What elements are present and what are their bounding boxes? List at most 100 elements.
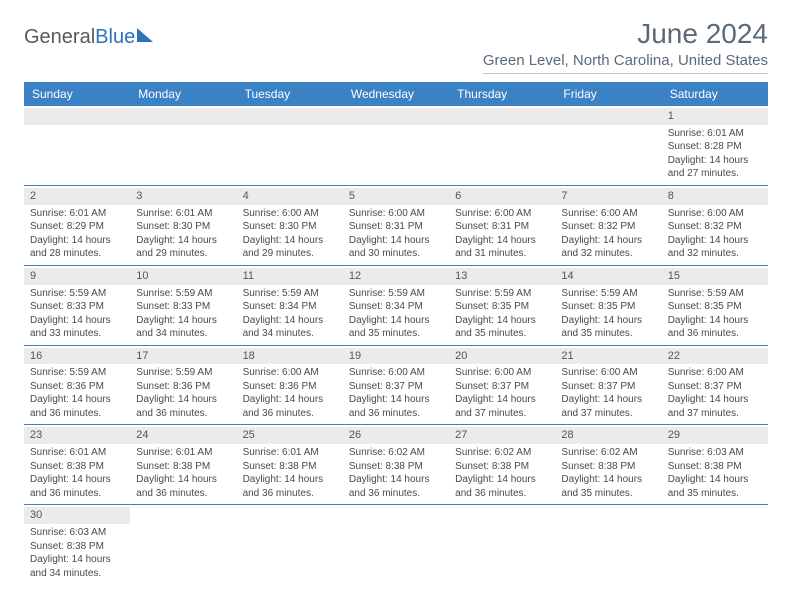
daylight-text-1: Daylight: 14 hours: [349, 234, 443, 248]
weekday-label: Tuesday: [237, 82, 343, 106]
day-cell: 21Sunrise: 6:00 AMSunset: 8:37 PMDayligh…: [555, 346, 661, 425]
daylight-text-1: Daylight: 14 hours: [30, 393, 124, 407]
sunset-text: Sunset: 8:34 PM: [243, 300, 337, 314]
daylight-text-1: Daylight: 14 hours: [668, 393, 762, 407]
daylight-text-1: Daylight: 14 hours: [455, 393, 549, 407]
daylight-text-2: and 36 minutes.: [243, 407, 337, 421]
day-number: 12: [343, 268, 449, 285]
weeks-container: 1Sunrise: 6:01 AMSunset: 8:28 PMDaylight…: [24, 106, 768, 584]
day-number: 3: [130, 188, 236, 205]
day-details: Sunrise: 6:00 AMSunset: 8:31 PMDaylight:…: [349, 207, 443, 261]
day-number: 4: [237, 188, 343, 205]
sunrise-text: Sunrise: 5:59 AM: [30, 366, 124, 380]
day-details: Sunrise: 6:00 AMSunset: 8:37 PMDaylight:…: [349, 366, 443, 420]
sunrise-text: Sunrise: 6:00 AM: [561, 366, 655, 380]
day-number: 8: [662, 188, 768, 205]
daylight-text-1: Daylight: 14 hours: [668, 154, 762, 168]
daylight-text-2: and 34 minutes.: [136, 327, 230, 341]
daylight-text-1: Daylight: 14 hours: [455, 234, 549, 248]
header: GeneralBlue June 2024 Green Level, North…: [24, 18, 768, 74]
calendar-page: GeneralBlue June 2024 Green Level, North…: [0, 0, 792, 594]
day-number: 14: [555, 268, 661, 285]
weekday-label: Thursday: [449, 82, 555, 106]
day-number: 23: [24, 427, 130, 444]
daylight-text-1: Daylight: 14 hours: [243, 234, 337, 248]
day-details: Sunrise: 6:00 AMSunset: 8:37 PMDaylight:…: [668, 366, 762, 420]
daylight-text-1: Daylight: 14 hours: [30, 314, 124, 328]
sunset-text: Sunset: 8:30 PM: [243, 220, 337, 234]
daylight-text-2: and 28 minutes.: [30, 247, 124, 261]
daylight-text-2: and 36 minutes.: [136, 487, 230, 501]
daylight-text-2: and 34 minutes.: [30, 567, 124, 581]
week-row: 9Sunrise: 5:59 AMSunset: 8:33 PMDaylight…: [24, 266, 768, 346]
daylight-text-1: Daylight: 14 hours: [136, 473, 230, 487]
daylight-text-1: Daylight: 14 hours: [243, 314, 337, 328]
daylight-text-2: and 37 minutes.: [668, 407, 762, 421]
day-number: 13: [449, 268, 555, 285]
daylight-text-2: and 29 minutes.: [243, 247, 337, 261]
day-details: Sunrise: 5:59 AMSunset: 8:35 PMDaylight:…: [668, 287, 762, 341]
daylight-text-1: Daylight: 14 hours: [30, 234, 124, 248]
sunset-text: Sunset: 8:37 PM: [349, 380, 443, 394]
day-cell: 25Sunrise: 6:01 AMSunset: 8:38 PMDayligh…: [237, 425, 343, 504]
sunrise-text: Sunrise: 5:59 AM: [136, 287, 230, 301]
day-details: Sunrise: 6:02 AMSunset: 8:38 PMDaylight:…: [349, 446, 443, 500]
daylight-text-1: Daylight: 14 hours: [349, 473, 443, 487]
week-row: 23Sunrise: 6:01 AMSunset: 8:38 PMDayligh…: [24, 425, 768, 505]
daylight-text-2: and 36 minutes.: [243, 487, 337, 501]
day-details: Sunrise: 5:59 AMSunset: 8:35 PMDaylight:…: [561, 287, 655, 341]
day-cell: 19Sunrise: 6:00 AMSunset: 8:37 PMDayligh…: [343, 346, 449, 425]
day-number: 20: [449, 348, 555, 365]
weekday-label: Sunday: [24, 82, 130, 106]
empty-cell: [449, 106, 555, 185]
day-number: 27: [449, 427, 555, 444]
day-number-bar: [130, 108, 236, 125]
day-details: Sunrise: 6:00 AMSunset: 8:30 PMDaylight:…: [243, 207, 337, 261]
weekday-label: Wednesday: [343, 82, 449, 106]
day-cell: 1Sunrise: 6:01 AMSunset: 8:28 PMDaylight…: [662, 106, 768, 185]
day-number: 10: [130, 268, 236, 285]
day-number: 22: [662, 348, 768, 365]
day-cell: 8Sunrise: 6:00 AMSunset: 8:32 PMDaylight…: [662, 186, 768, 265]
day-cell: 10Sunrise: 5:59 AMSunset: 8:33 PMDayligh…: [130, 266, 236, 345]
day-number: 30: [24, 507, 130, 524]
day-cell: 12Sunrise: 5:59 AMSunset: 8:34 PMDayligh…: [343, 266, 449, 345]
day-number: 17: [130, 348, 236, 365]
day-details: Sunrise: 6:00 AMSunset: 8:32 PMDaylight:…: [561, 207, 655, 261]
daylight-text-2: and 31 minutes.: [455, 247, 549, 261]
sunset-text: Sunset: 8:28 PM: [668, 140, 762, 154]
day-cell: 24Sunrise: 6:01 AMSunset: 8:38 PMDayligh…: [130, 425, 236, 504]
day-cell: 4 Sunrise: 6:00 AMSunset: 8:30 PMDaylight…: [237, 186, 343, 265]
sunrise-text: Sunrise: 5:59 AM: [243, 287, 337, 301]
day-details: Sunrise: 6:01 AMSunset: 8:38 PMDaylight:…: [243, 446, 337, 500]
day-cell: 7 Sunrise: 6:00 AMSunset: 8:32 PMDaylight…: [555, 186, 661, 265]
day-cell: 16Sunrise: 5:59 AMSunset: 8:36 PMDayligh…: [24, 346, 130, 425]
day-details: Sunrise: 5:59 AMSunset: 8:33 PMDaylight:…: [30, 287, 124, 341]
daylight-text-1: Daylight: 14 hours: [455, 473, 549, 487]
day-cell: 2Sunrise: 6:01 AMSunset: 8:29 PMDaylight…: [24, 186, 130, 265]
sunrise-text: Sunrise: 6:01 AM: [136, 446, 230, 460]
day-details: Sunrise: 6:01 AMSunset: 8:38 PMDaylight:…: [136, 446, 230, 500]
sunset-text: Sunset: 8:33 PM: [136, 300, 230, 314]
daylight-text-1: Daylight: 14 hours: [349, 314, 443, 328]
daylight-text-2: and 36 minutes.: [136, 407, 230, 421]
day-number-bar: [343, 108, 449, 125]
title-block: June 2024 Green Level, North Carolina, U…: [483, 18, 768, 74]
sunrise-text: Sunrise: 5:59 AM: [30, 287, 124, 301]
day-number-bar: [449, 108, 555, 125]
sunrise-text: Sunrise: 6:02 AM: [561, 446, 655, 460]
daylight-text-2: and 34 minutes.: [243, 327, 337, 341]
empty-cell: [449, 505, 555, 584]
empty-cell: [555, 505, 661, 584]
day-details: Sunrise: 6:02 AMSunset: 8:38 PMDaylight:…: [455, 446, 549, 500]
sunset-text: Sunset: 8:35 PM: [668, 300, 762, 314]
day-number: 7: [555, 188, 661, 205]
day-details: Sunrise: 5:59 AMSunset: 8:34 PMDaylight:…: [243, 287, 337, 341]
daylight-text-2: and 33 minutes.: [30, 327, 124, 341]
sunset-text: Sunset: 8:37 PM: [668, 380, 762, 394]
day-details: Sunrise: 6:00 AMSunset: 8:37 PMDaylight:…: [455, 366, 549, 420]
sunset-text: Sunset: 8:38 PM: [136, 460, 230, 474]
sunset-text: Sunset: 8:36 PM: [136, 380, 230, 394]
daylight-text-2: and 36 minutes.: [349, 487, 443, 501]
day-details: Sunrise: 5:59 AMSunset: 8:36 PMDaylight:…: [30, 366, 124, 420]
